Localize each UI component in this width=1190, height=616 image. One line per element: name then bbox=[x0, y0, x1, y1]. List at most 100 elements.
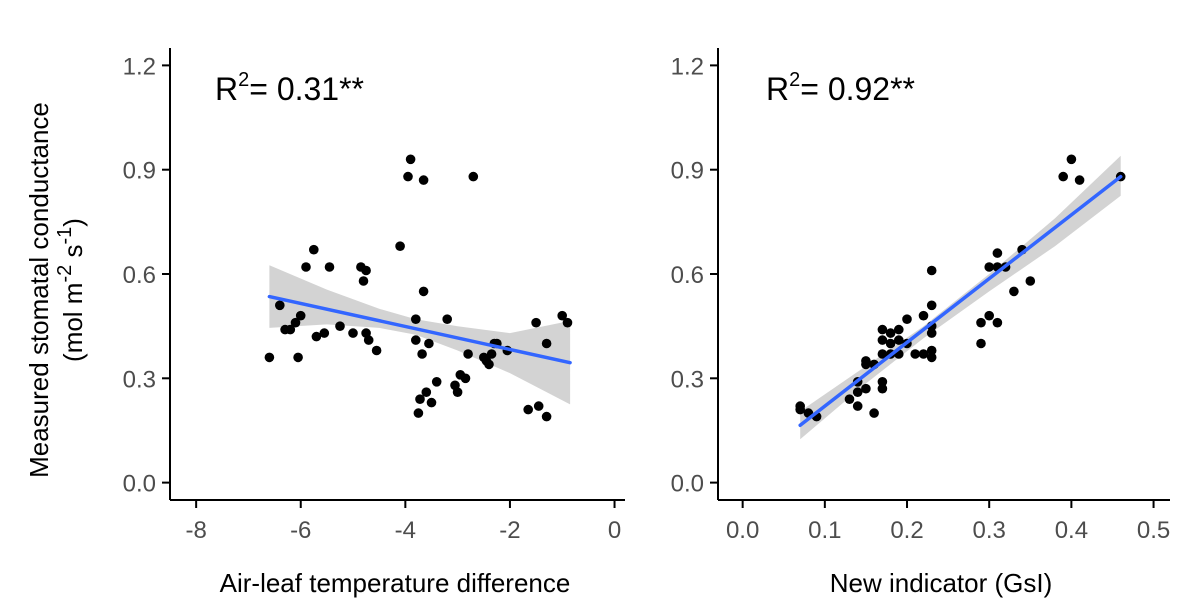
data-point bbox=[426, 397, 437, 408]
data-point bbox=[984, 262, 994, 272]
confidence-band-area bbox=[269, 265, 571, 405]
data-point bbox=[861, 359, 871, 370]
x-tick-label: -6 bbox=[290, 517, 311, 544]
data-point bbox=[468, 171, 479, 182]
data-point bbox=[894, 324, 904, 335]
data-point bbox=[395, 241, 405, 251]
y-axis-title-unit-post: ) bbox=[58, 218, 88, 227]
data-point bbox=[403, 171, 413, 182]
r-squared-r: R bbox=[766, 71, 789, 107]
x-tick-label: 0.3 bbox=[973, 517, 1006, 544]
data-point bbox=[852, 387, 863, 398]
y-tick-label: 0.0 bbox=[123, 471, 156, 498]
data-point bbox=[324, 262, 335, 272]
x-axis-title: Air-leaf temperature difference bbox=[220, 568, 571, 598]
x-tick-label: -4 bbox=[395, 517, 416, 544]
data-point bbox=[885, 328, 896, 338]
regression-line bbox=[267, 294, 572, 365]
data-point bbox=[852, 401, 863, 411]
data-point bbox=[877, 335, 888, 345]
axes: 0.0 0.3 0.6 0.9 1.2 0.0 0.1 0.2 0.3 0.4 0.5 bbox=[671, 48, 1170, 544]
data-point bbox=[984, 310, 994, 321]
data-point bbox=[926, 345, 937, 356]
data-point bbox=[992, 248, 1003, 258]
x-tick-label: 0.4 bbox=[1055, 517, 1088, 544]
data-point bbox=[486, 349, 497, 359]
data-point bbox=[309, 244, 319, 255]
data-point bbox=[885, 338, 896, 349]
r-squared-sup: 2 bbox=[238, 69, 249, 91]
confidence-band bbox=[800, 155, 1121, 440]
y-tick-label: 0.3 bbox=[123, 366, 156, 393]
data-point bbox=[417, 349, 427, 359]
r-squared-sup: 2 bbox=[789, 69, 800, 91]
data-point bbox=[992, 317, 1003, 328]
data-point bbox=[1025, 276, 1036, 286]
data-point bbox=[926, 328, 937, 338]
y-axis-title-line1: Measured stomatal conductance bbox=[24, 102, 54, 478]
y-tick-label: 0.6 bbox=[671, 262, 704, 289]
data-point bbox=[976, 338, 986, 349]
y-tick-label: 1.2 bbox=[123, 53, 156, 80]
data-point bbox=[293, 352, 303, 363]
axes: 0.0 0.3 0.6 0.9 1.2 -8 -6 -4 -2 0 bbox=[123, 48, 625, 544]
data-point bbox=[363, 335, 374, 345]
y-axis-title-line2: (mol m-2 s-1) bbox=[54, 218, 88, 362]
data-points bbox=[264, 154, 573, 422]
data-point bbox=[405, 154, 416, 165]
data-point bbox=[523, 404, 533, 415]
x-tick-label: 0 bbox=[608, 517, 621, 544]
r-squared-r: R bbox=[215, 71, 238, 107]
data-point bbox=[311, 331, 322, 342]
data-point bbox=[926, 352, 937, 363]
y-tick-label: 0.9 bbox=[671, 158, 704, 185]
data-point bbox=[424, 338, 434, 349]
data-point bbox=[926, 265, 937, 276]
data-point bbox=[411, 335, 421, 345]
x-tick-label: 0.1 bbox=[808, 517, 841, 544]
data-point bbox=[531, 317, 541, 328]
data-point bbox=[1058, 171, 1068, 182]
regression-line-segment bbox=[267, 294, 572, 365]
y-tick-label: 0.9 bbox=[123, 158, 156, 185]
data-point bbox=[877, 377, 888, 387]
data-point bbox=[371, 345, 382, 356]
data-point bbox=[295, 310, 306, 321]
x-tick-label: 0.0 bbox=[726, 517, 759, 544]
y-tick-label: 0.3 bbox=[671, 366, 704, 393]
y-axis-title-unit-mid: s bbox=[58, 245, 88, 265]
x-tick-label: 0.2 bbox=[890, 517, 923, 544]
data-point bbox=[361, 265, 371, 276]
data-point bbox=[358, 276, 369, 286]
data-point bbox=[902, 314, 912, 325]
data-point bbox=[442, 314, 453, 325]
confidence-band bbox=[269, 265, 571, 405]
y-tick-label: 0.0 bbox=[671, 471, 704, 498]
data-point bbox=[533, 401, 544, 411]
data-point bbox=[1066, 154, 1077, 165]
scatter-panel-temperature: 0.0 0.3 0.6 0.9 1.2 -8 -6 -4 -2 0 Air-leaf temper… bbox=[123, 48, 625, 598]
data-point bbox=[877, 349, 888, 359]
data-point bbox=[319, 328, 330, 338]
data-point bbox=[562, 317, 573, 328]
y-tick-label: 0.6 bbox=[123, 262, 156, 289]
data-point bbox=[421, 387, 432, 398]
data-point bbox=[918, 349, 929, 359]
data-point bbox=[418, 286, 429, 297]
data-point bbox=[418, 175, 429, 185]
r-squared-annotation: R2= 0.31** bbox=[215, 69, 364, 107]
data-point bbox=[411, 314, 421, 325]
data-point bbox=[484, 359, 494, 370]
data-point bbox=[452, 387, 463, 398]
data-point bbox=[976, 317, 986, 328]
r-squared-value: = 0.92** bbox=[800, 71, 915, 107]
data-point bbox=[877, 383, 888, 394]
data-point bbox=[415, 394, 425, 405]
data-point bbox=[413, 408, 424, 418]
data-point bbox=[431, 377, 442, 387]
y-tick-label: 1.2 bbox=[671, 53, 704, 80]
data-point bbox=[861, 383, 871, 394]
data-point bbox=[1074, 175, 1085, 185]
data-point bbox=[541, 338, 552, 349]
